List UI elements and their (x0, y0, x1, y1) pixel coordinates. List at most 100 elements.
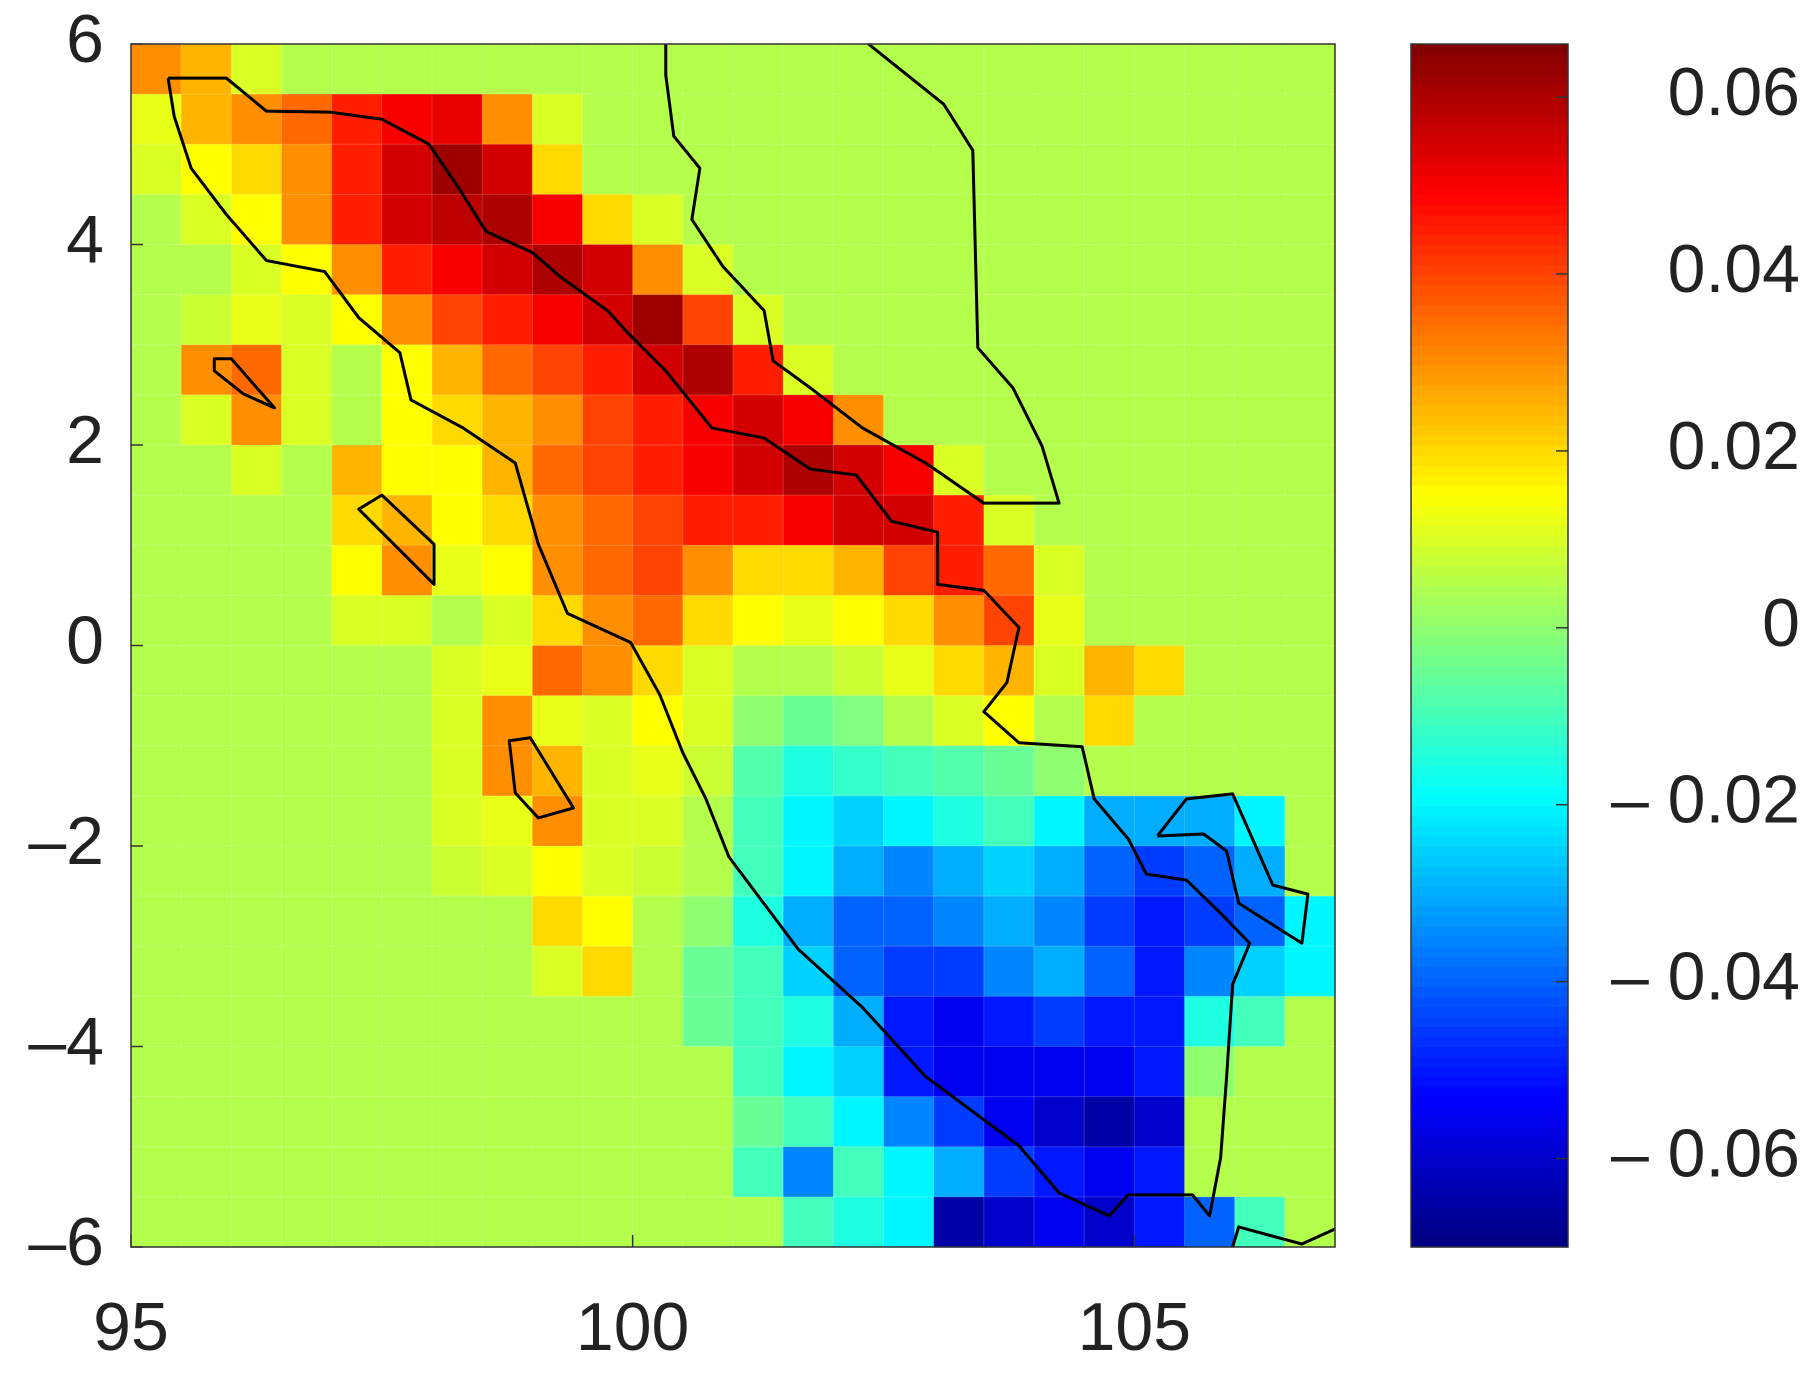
heat-cell (582, 43, 634, 96)
heat-cell (1284, 845, 1337, 898)
heat-cell (180, 845, 233, 898)
heat-cell (732, 193, 785, 246)
colorbar-step (1411, 886, 1568, 897)
y-tick-label: 6 (66, 1, 104, 77)
heat-cell (1133, 845, 1186, 898)
heat-cell (832, 895, 885, 948)
heat-cell (1184, 494, 1236, 547)
heat-cell (381, 995, 434, 1048)
heat-cell (983, 394, 1036, 447)
heat-cell (1133, 1196, 1186, 1249)
heat-cell (1133, 1046, 1186, 1098)
heat-cell (1133, 544, 1186, 597)
heat-cell (1033, 795, 1086, 848)
heat-cell (431, 645, 484, 697)
colorbar-step (1411, 745, 1568, 757)
heat-cell (1083, 43, 1136, 96)
heat-cell (1184, 43, 1236, 96)
heat-cell (431, 193, 484, 246)
heat-cell (180, 1096, 233, 1148)
colorbar-step (1411, 1226, 1568, 1238)
colorbar-step (1411, 605, 1568, 617)
heat-cell (883, 344, 935, 396)
colorbar-step (1411, 755, 1568, 767)
heat-cell (331, 995, 383, 1048)
heat-cell (331, 645, 383, 697)
heat-cell (481, 394, 534, 447)
heat-cell (883, 193, 935, 246)
colorbar-step (1411, 384, 1568, 396)
heat-cell (230, 594, 283, 647)
heat-cell (481, 294, 534, 346)
heat-cell (130, 1096, 183, 1148)
heat-cell (180, 344, 233, 396)
heat-cell (180, 1196, 233, 1249)
heat-cell (230, 294, 283, 346)
heat-cell (933, 995, 985, 1048)
heat-cell (481, 745, 534, 797)
colorbar-step (1411, 1206, 1568, 1218)
heat-cell (782, 544, 835, 597)
heat-cell (883, 845, 935, 898)
heat-cell (682, 945, 735, 998)
colorbar-step (1411, 715, 1568, 727)
heat-cell (983, 344, 1036, 396)
heat-cell (531, 945, 584, 998)
heat-cell (1284, 244, 1337, 296)
heat-cell (1033, 444, 1086, 497)
heat-cell (130, 1146, 183, 1198)
colorbar-step (1411, 685, 1568, 697)
heat-cell (732, 294, 785, 346)
heat-cell (130, 695, 183, 747)
heat-cell (381, 43, 434, 96)
heat-cell (933, 795, 985, 848)
heat-cell (381, 645, 434, 697)
island (214, 359, 274, 408)
colorbar-step (1411, 835, 1568, 847)
heat-cell (481, 1146, 534, 1198)
heat-cell (130, 995, 183, 1048)
heat-cell (180, 1146, 233, 1198)
heat-cell (1184, 444, 1236, 497)
colorbar-step (1411, 785, 1568, 797)
heat-cell (230, 995, 283, 1048)
heat-cell (1234, 544, 1286, 597)
heat-cell (481, 193, 534, 246)
heat-cell (632, 1146, 684, 1198)
heat-cell (1234, 1046, 1286, 1098)
heat-cell (531, 995, 584, 1048)
heat-cell (1033, 93, 1086, 146)
heat-cell (180, 43, 233, 96)
colorbar-step (1411, 775, 1568, 787)
heat-cell (983, 795, 1036, 848)
heat-cell (732, 1196, 785, 1249)
colorbar-step (1411, 445, 1568, 456)
heat-cell (431, 344, 484, 396)
heat-cell (1133, 745, 1186, 797)
colorbar-tick-label: – 0.04 (1611, 939, 1800, 1015)
heat-cell (180, 695, 233, 747)
heat-cell (130, 1196, 183, 1249)
heat-cell (1083, 1146, 1136, 1198)
y-tick-label: –4 (28, 1003, 104, 1079)
heat-cell (481, 93, 534, 146)
heat-cell (381, 394, 434, 447)
heat-cell (431, 845, 484, 898)
heat-cell (431, 1146, 484, 1198)
heat-cell (1033, 695, 1086, 747)
heat-cell (832, 1046, 885, 1098)
heat-cell (230, 1196, 283, 1249)
heat-cell (1284, 344, 1337, 396)
heat-cell (1083, 244, 1136, 296)
colorbar-step (1411, 244, 1568, 256)
heat-cell (281, 645, 333, 697)
colorbar-step (1411, 705, 1568, 717)
colorbar-step (1411, 364, 1568, 376)
colorbar-step (1411, 1076, 1568, 1088)
heat-cell (632, 444, 684, 497)
heat-cell (431, 995, 484, 1048)
heat-cell (732, 594, 785, 647)
heat-cell (782, 745, 835, 797)
heat-cell (582, 93, 634, 146)
heat-cell (1133, 143, 1186, 196)
